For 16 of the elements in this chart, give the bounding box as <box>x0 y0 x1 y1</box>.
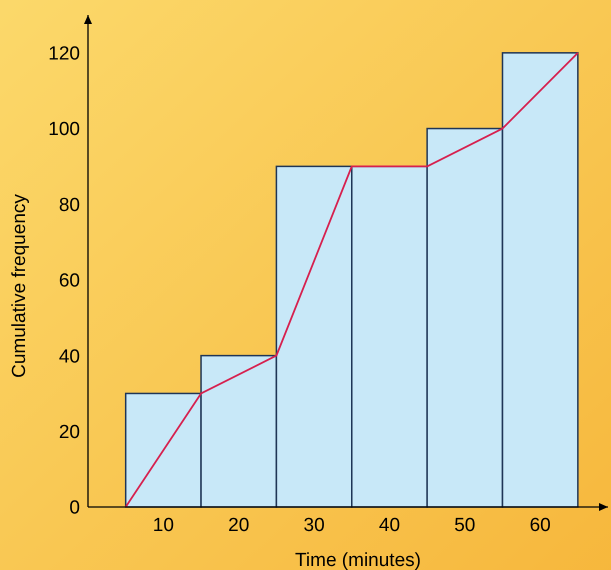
y-tick-label: 100 <box>48 119 80 140</box>
x-tick-label: 40 <box>378 515 400 536</box>
x-tick-label: 60 <box>530 515 551 536</box>
x-tick-label: 50 <box>454 515 476 536</box>
y-tick-label: 120 <box>48 43 80 64</box>
line-series <box>124 52 579 508</box>
y-tick-label: 0 <box>69 498 80 519</box>
y-tick-label: 20 <box>58 422 80 443</box>
x-tick-label: 30 <box>304 515 325 536</box>
x-tick-label: 10 <box>152 515 174 536</box>
y-tick-label: 80 <box>58 194 80 216</box>
y-tick-label: 40 <box>58 346 80 368</box>
x-axis-title: Time (minutes) <box>295 550 421 570</box>
y-tick-label: 60 <box>58 270 80 292</box>
x-tick-label: 20 <box>228 515 250 536</box>
y-axis-title: Cumulative frequency <box>9 194 30 378</box>
